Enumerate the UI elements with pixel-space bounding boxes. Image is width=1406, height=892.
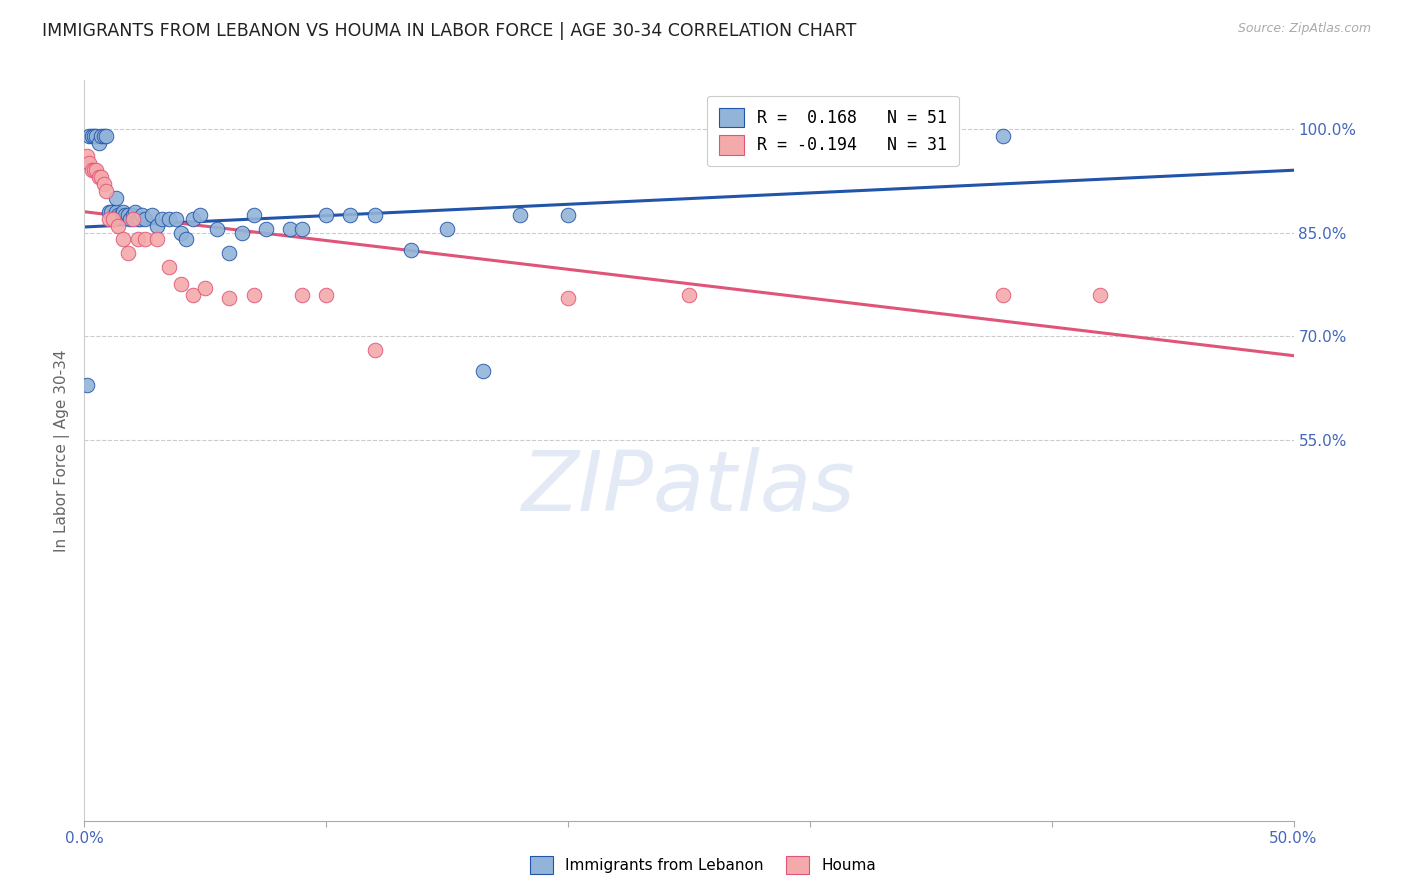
Point: [87, 170, 110, 185]
Point: [127, 211, 149, 226]
Point: [363, 208, 385, 222]
Point: [80, 128, 103, 143]
Text: ZIPatlas: ZIPatlas: [522, 447, 856, 528]
Point: [77, 156, 100, 170]
Point: [678, 287, 700, 301]
Point: [83, 128, 105, 143]
Point: [80, 163, 103, 178]
Point: [114, 208, 136, 222]
Point: [90, 128, 112, 143]
Point: [86, 128, 108, 143]
Point: [146, 232, 169, 246]
Point: [93, 177, 115, 191]
Point: [363, 343, 385, 358]
Point: [100, 204, 122, 219]
Point: [170, 226, 193, 240]
Point: [557, 291, 579, 305]
Point: [557, 208, 579, 222]
Point: [86, 163, 108, 178]
Point: [112, 204, 135, 219]
Point: [94, 184, 117, 198]
Point: [121, 211, 143, 226]
Legend: R =  0.168   N = 51, R = -0.194   N = 31: R = 0.168 N = 51, R = -0.194 N = 31: [707, 96, 959, 166]
Point: [315, 208, 337, 222]
Point: [194, 281, 217, 295]
Point: [131, 208, 153, 222]
Point: [129, 211, 152, 226]
Text: IMMIGRANTS FROM LEBANON VS HOUMA IN LABOR FORCE | AGE 30-34 CORRELATION CHART: IMMIGRANTS FROM LEBANON VS HOUMA IN LABO…: [42, 22, 856, 40]
Point: [93, 128, 115, 143]
Legend: Immigrants from Lebanon, Houma: Immigrants from Lebanon, Houma: [523, 850, 883, 880]
Y-axis label: In Labor Force | Age 30-34: In Labor Force | Age 30-34: [55, 349, 70, 552]
Point: [181, 211, 204, 226]
Point: [141, 208, 163, 222]
Point: [291, 287, 314, 301]
Point: [278, 222, 301, 236]
Point: [94, 128, 117, 143]
Point: [107, 208, 129, 222]
Text: Source: ZipAtlas.com: Source: ZipAtlas.com: [1237, 22, 1371, 36]
Point: [104, 204, 127, 219]
Point: [157, 211, 180, 226]
Point: [993, 128, 1015, 143]
Point: [134, 211, 156, 226]
Point: [190, 208, 212, 222]
Point: [127, 232, 149, 246]
Point: [993, 287, 1015, 301]
Point: [104, 191, 127, 205]
Point: [90, 170, 112, 185]
Point: [110, 208, 132, 222]
Point: [146, 219, 169, 233]
Point: [207, 222, 229, 236]
Point: [121, 208, 143, 222]
Point: [170, 277, 193, 292]
Point: [112, 232, 135, 246]
Point: [157, 260, 180, 274]
Point: [134, 232, 156, 246]
Point: [509, 208, 531, 222]
Point: [87, 136, 110, 150]
Point: [97, 204, 120, 219]
Point: [83, 163, 105, 178]
Point: [231, 226, 253, 240]
Point: [117, 208, 139, 222]
Point: [165, 211, 187, 226]
Point: [291, 222, 314, 236]
Point: [218, 291, 240, 305]
Point: [76, 377, 98, 392]
Point: [120, 211, 142, 226]
Point: [254, 222, 277, 236]
Point: [174, 232, 197, 246]
Point: [97, 211, 120, 226]
Point: [77, 128, 100, 143]
Point: [103, 211, 125, 226]
Point: [242, 208, 264, 222]
Point: [399, 243, 422, 257]
Point: [76, 149, 98, 163]
Point: [1088, 287, 1111, 301]
Point: [218, 246, 240, 260]
Point: [103, 211, 125, 226]
Point: [124, 204, 146, 219]
Point: [107, 219, 129, 233]
Point: [242, 287, 264, 301]
Point: [472, 364, 495, 378]
Point: [315, 287, 337, 301]
Point: [436, 222, 458, 236]
Point: [339, 208, 361, 222]
Point: [150, 211, 173, 226]
Point: [117, 246, 139, 260]
Point: [181, 287, 204, 301]
